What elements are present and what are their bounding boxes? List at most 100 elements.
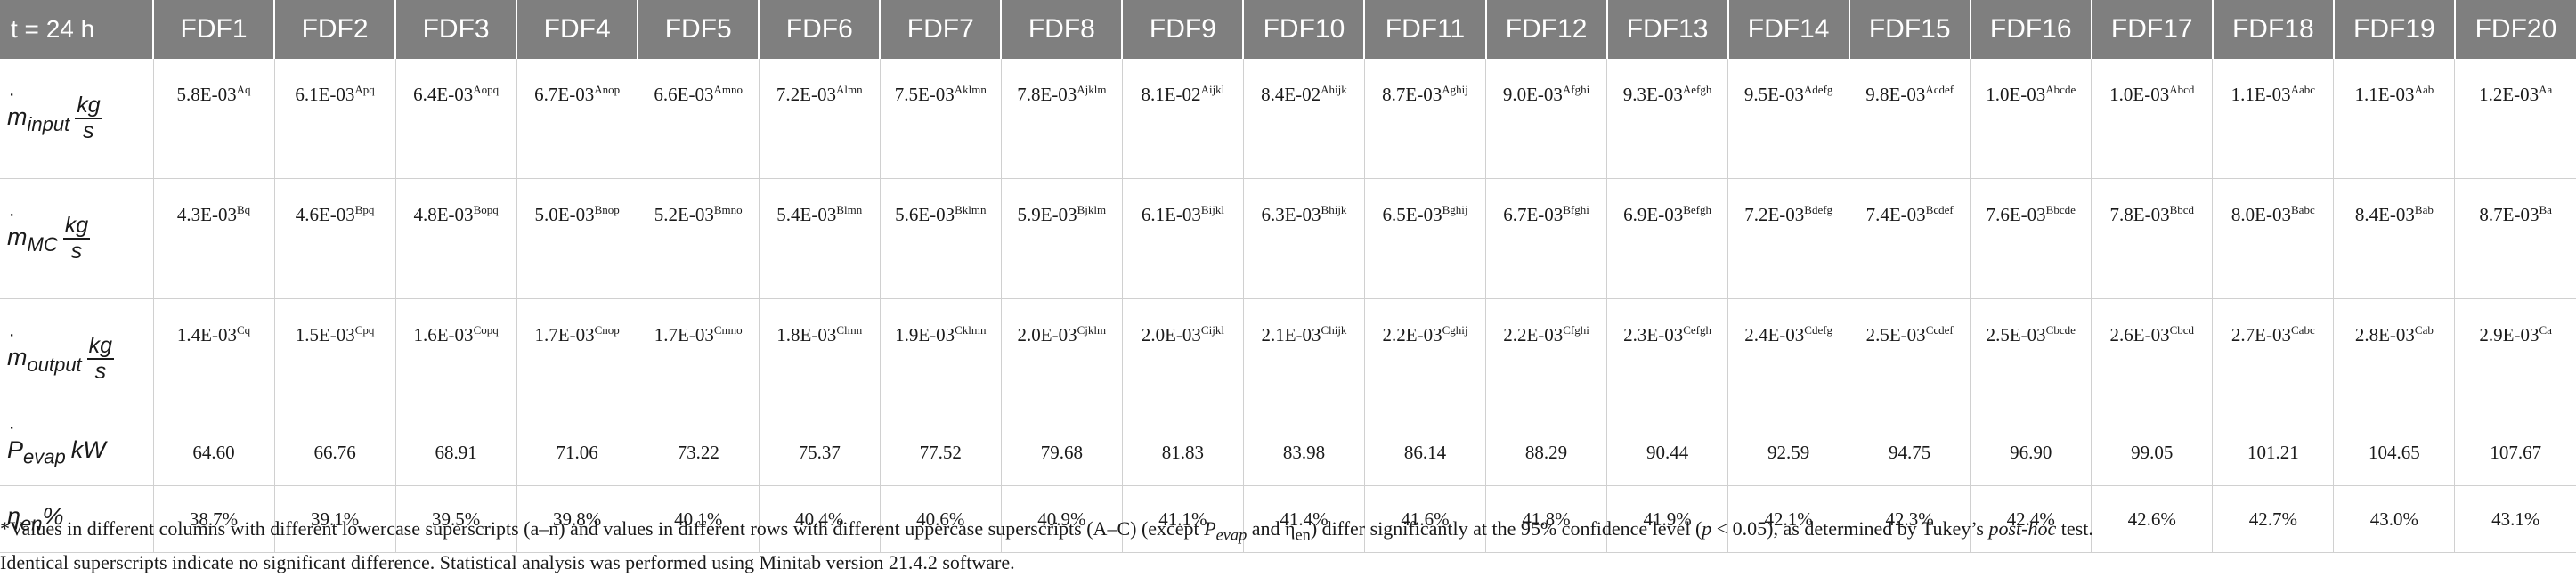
- column-header-fdf16: FDF16: [1970, 0, 2092, 59]
- row-label-variable: η: [7, 502, 20, 530]
- cell-superscript: Bab: [2414, 203, 2434, 216]
- cell-value: 1.9E-03: [895, 324, 955, 345]
- cell-value: 5.0E-03: [534, 204, 595, 225]
- cell-superscript: Aopq: [473, 83, 500, 96]
- cell-value: 1.7E-03: [534, 324, 595, 345]
- table-cell: 7.8E-03Ajklm: [1001, 59, 1123, 179]
- cell-value: 1.0E-03: [2109, 84, 2170, 105]
- cell-value: 7.2E-03: [776, 84, 836, 105]
- table-row: minputkgs5.8E-03Aq6.1E-03Apq6.4E-03Aopq6…: [0, 59, 2576, 179]
- cell-superscript: Abcde: [2045, 83, 2076, 96]
- table-cell: 2.5E-03Cbcde: [1970, 298, 2092, 419]
- cell-value: 43.0%: [2369, 508, 2418, 530]
- column-header-fdf7: FDF7: [880, 0, 1003, 59]
- column-header-fdf5: FDF5: [638, 0, 760, 59]
- cell-value: 1.7E-03: [654, 324, 714, 345]
- cell-value: 7.6E-03: [1986, 204, 2046, 225]
- cell-value: 2.7E-03: [2231, 324, 2291, 345]
- cell-value: 6.1E-03: [1141, 204, 1201, 225]
- column-header-fdf6: FDF6: [759, 0, 882, 59]
- cell-superscript: Bmno: [713, 203, 743, 216]
- table-cell: 1.4E-03Cq: [153, 298, 275, 419]
- cell-value: 8.7E-03: [2479, 204, 2539, 225]
- row-label-subscript: en: [20, 512, 43, 535]
- table-cell: 41.6%: [1364, 485, 1487, 553]
- cell-superscript: Chijk: [1321, 323, 1347, 337]
- table-cell: 8.7E-03Aghij: [1364, 59, 1487, 179]
- cell-superscript: Cbcde: [2045, 323, 2076, 337]
- cell-value: 6.9E-03: [1623, 204, 1684, 225]
- table-cell: 39.5%: [395, 485, 517, 553]
- table-cell: 5.8E-03Aq: [153, 59, 275, 179]
- table-cell: 38.7%: [153, 485, 275, 553]
- cell-value: 41.8%: [1522, 508, 1571, 530]
- row-label-unit-fraction: kg s: [75, 93, 102, 144]
- table-cell: 8.4E-02Ahijk: [1243, 59, 1365, 179]
- table-cell: 43.0%: [2333, 485, 2456, 553]
- unit-numerator: kg: [75, 93, 102, 119]
- cell-superscript: Clmn: [836, 323, 863, 337]
- table-row: mMCkgs4.3E-03Bq4.6E-03Bpq4.8E-03Bopq5.0E…: [0, 178, 2576, 299]
- cell-superscript: Bq: [236, 203, 251, 216]
- cell-value: 1.5E-03: [295, 324, 355, 345]
- cell-value: 83.98: [1282, 441, 1326, 463]
- table-header-row: t = 24 h FDF1 FDF2 FDF3 FDF4 FDF5 FDF6 FDF7 FDF…: [0, 0, 2576, 59]
- column-header-fdf19: FDF19: [2333, 0, 2456, 59]
- cell-value: 1.1E-03: [2231, 84, 2291, 105]
- table-cell: 1.0E-03Abcde: [1970, 59, 2092, 179]
- cell-superscript: Bbcde: [2045, 203, 2076, 216]
- table-cell: 90.44: [1606, 419, 1729, 486]
- row-label-variable: m: [7, 103, 28, 130]
- table-cell: 73.22: [638, 419, 760, 486]
- table-cell: 79.68: [1001, 419, 1123, 486]
- table-cell: 5.2E-03Bmno: [638, 178, 760, 299]
- cell-superscript: Cklmn: [955, 323, 987, 337]
- cell-value: 2.6E-03: [2109, 324, 2170, 345]
- table-cell: 5.6E-03Bklmn: [880, 178, 1002, 299]
- cell-value: 8.4E-02: [1261, 84, 1321, 105]
- row-label-subscript: input: [27, 112, 70, 135]
- cell-superscript: Almn: [835, 83, 863, 96]
- cell-value: 43.1%: [2491, 508, 2540, 530]
- cell-value: 86.14: [1403, 441, 1447, 463]
- cell-superscript: Bghij: [1442, 203, 1468, 216]
- cell-value: 39.1%: [310, 508, 360, 530]
- table-cell: 6.6E-03Amno: [638, 59, 760, 179]
- table-cell: 1.9E-03Cklmn: [880, 298, 1002, 419]
- cell-value: 73.22: [677, 441, 719, 463]
- table-cell: 4.6E-03Bpq: [274, 178, 396, 299]
- cell-value: 4.8E-03: [413, 204, 474, 225]
- table-cell: 7.2E-03Bdefg: [1727, 178, 1850, 299]
- cell-value: 2.0E-03: [1017, 324, 1077, 345]
- table-cell: 88.29: [1485, 419, 1608, 486]
- table-cell: 39.8%: [516, 485, 638, 553]
- table-cell: 86.14: [1364, 419, 1487, 486]
- unit-numerator: kg: [62, 213, 91, 240]
- cell-value: 1.6E-03: [413, 324, 474, 345]
- cell-value: 104.65: [2368, 441, 2420, 463]
- table-cell: 81.83: [1122, 419, 1244, 486]
- row-label-unit-fraction: kg s: [86, 333, 115, 385]
- table-cell: 8.0E-03Babc: [2212, 178, 2335, 299]
- cell-value: 42.1%: [1764, 508, 1813, 530]
- table-cell: 2.8E-03Cab: [2333, 298, 2456, 419]
- cell-value: 6.7E-03: [1503, 204, 1564, 225]
- table-cell: 4.3E-03Bq: [153, 178, 275, 299]
- cell-value: 8.0E-03: [2231, 204, 2291, 225]
- table-cell: 5.9E-03Bjklm: [1001, 178, 1123, 299]
- table-cell: 9.3E-03Aefgh: [1606, 59, 1729, 179]
- table-cell: 42.1%: [1727, 485, 1850, 553]
- cell-superscript: Amno: [713, 83, 744, 96]
- unit-denominator: s: [83, 118, 94, 143]
- row-label-unit: %: [42, 502, 64, 530]
- cell-value: 7.2E-03: [1744, 204, 1805, 225]
- column-header-fdf13: FDF13: [1606, 0, 1729, 59]
- cell-value: 2.2E-03: [1503, 324, 1564, 345]
- table-cell: 39.1%: [274, 485, 396, 553]
- cell-value: 5.2E-03: [654, 204, 714, 225]
- table-cell: 43.1%: [2454, 485, 2576, 553]
- table-cell: 94.75: [1849, 419, 1971, 486]
